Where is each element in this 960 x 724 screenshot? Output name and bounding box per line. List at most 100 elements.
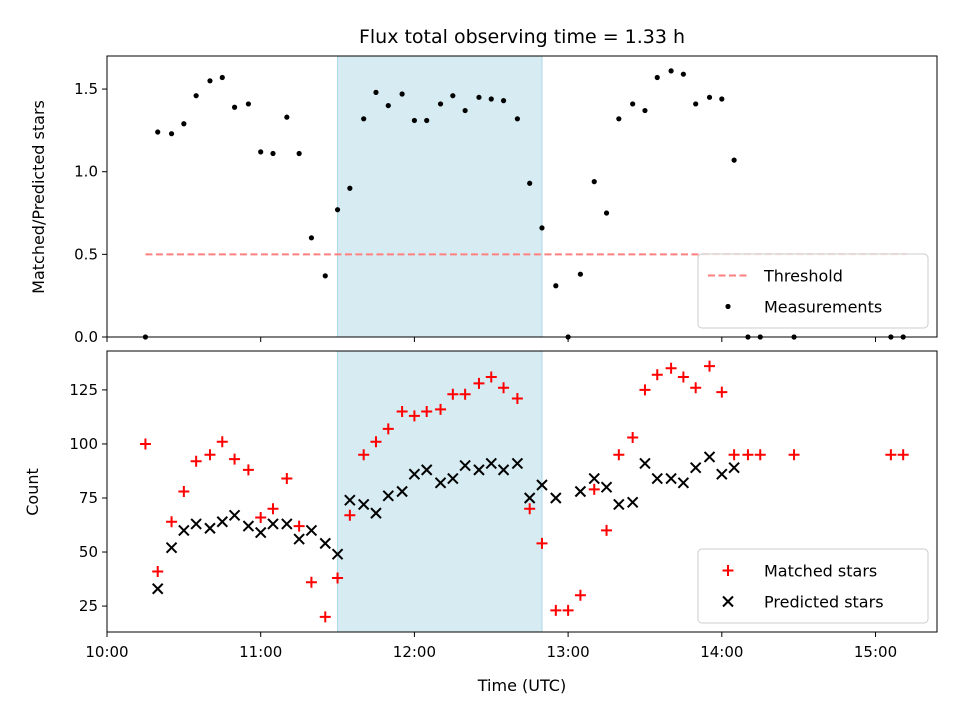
data-point — [255, 511, 267, 523]
data-point — [254, 526, 267, 539]
bottom-y-tick-label: 100 — [69, 435, 98, 453]
data-point — [447, 472, 459, 485]
legend-label: Measurements — [764, 298, 882, 317]
data-point — [703, 451, 716, 463]
data-point — [242, 520, 255, 532]
data-point — [305, 576, 317, 588]
data-point — [665, 362, 677, 374]
top-panel-ylabel: Matched/Predicted stars — [29, 100, 48, 294]
data-point — [399, 91, 405, 97]
data-point — [231, 104, 238, 110]
data-point — [204, 522, 216, 534]
bottom-observing-span — [337, 350, 543, 633]
data-point — [281, 473, 293, 485]
data-point — [181, 121, 187, 127]
data-point — [616, 116, 622, 122]
data-point — [152, 565, 164, 577]
legend-label: Predicted stars — [764, 593, 884, 612]
data-point — [500, 98, 507, 104]
data-point — [396, 485, 408, 498]
legend-marker — [722, 595, 734, 608]
data-point — [267, 503, 279, 515]
data-point — [588, 472, 600, 485]
data-point — [435, 403, 447, 415]
data-point — [742, 449, 754, 461]
data-point — [536, 537, 548, 549]
data-point — [473, 464, 485, 476]
x-tick-label: 15:00 — [854, 643, 897, 661]
data-point — [897, 449, 909, 461]
legend-marker — [722, 565, 734, 576]
legend-box — [697, 548, 929, 624]
legend-label: Matched stars — [764, 562, 877, 581]
data-point — [601, 524, 613, 536]
data-point — [690, 382, 702, 394]
data-point — [344, 494, 356, 506]
data-point — [539, 225, 545, 231]
data-point — [885, 449, 897, 461]
data-point — [382, 490, 394, 502]
data-point — [152, 583, 164, 595]
data-point — [574, 589, 586, 601]
top-y-tick-label: 0.5 — [74, 245, 98, 263]
chart-title: Flux total observing time = 1.33 h — [359, 26, 685, 48]
data-point — [562, 604, 574, 616]
data-point — [166, 516, 178, 528]
data-point — [319, 537, 331, 550]
data-point — [361, 116, 367, 122]
data-point — [524, 503, 536, 515]
data-point — [424, 117, 430, 124]
data-point — [514, 116, 520, 122]
data-point — [511, 393, 523, 405]
data-point — [553, 283, 559, 289]
data-point — [665, 472, 677, 485]
data-point — [228, 509, 241, 521]
data-point — [716, 386, 728, 398]
data-point — [296, 150, 302, 157]
data-point — [536, 479, 548, 491]
data-point — [284, 114, 290, 120]
data-point — [382, 423, 394, 435]
bottom-panel: 25 50 75 100 125 10:00 11:00 12:00 13:00 14:00 15:… — [69, 350, 938, 661]
data-point — [421, 406, 433, 418]
data-point — [193, 93, 199, 99]
data-point — [344, 509, 356, 521]
data-point — [613, 449, 625, 461]
data-point — [627, 431, 639, 443]
data-point — [408, 410, 420, 422]
x-tick-label: 10:00 — [85, 643, 128, 661]
data-point — [385, 102, 391, 109]
data-point — [270, 150, 276, 157]
data-point — [654, 74, 660, 81]
bottom-series-matched-stars — [139, 360, 909, 623]
x-tick-label: 12:00 — [393, 643, 436, 661]
data-point — [434, 477, 447, 489]
data-point — [704, 360, 716, 372]
data-point — [719, 96, 725, 102]
data-point — [728, 462, 740, 474]
data-point — [754, 449, 766, 461]
top-panel: 0.0 0.5 1.0 1.5 Threshold Measurements — [74, 55, 938, 346]
data-point — [178, 524, 190, 537]
data-point — [408, 468, 421, 480]
data-point — [319, 611, 331, 623]
data-point — [668, 68, 674, 74]
x-axis-label: Time (UTC) — [477, 676, 566, 695]
x-tick-label: 14:00 — [700, 643, 743, 661]
data-point — [358, 449, 370, 461]
data-point — [523, 492, 536, 504]
data-point — [139, 438, 151, 450]
x-tick-label: 13:00 — [546, 643, 589, 661]
bottom-series-predicted-stars — [152, 451, 740, 595]
data-point — [308, 235, 315, 241]
data-point — [550, 604, 562, 616]
top-observing-span — [337, 55, 543, 338]
top-legend: Threshold Measurements — [697, 253, 929, 329]
data-point — [322, 273, 328, 279]
x-tick-label: 11:00 — [239, 643, 282, 661]
data-point — [651, 472, 663, 485]
legend-marker — [725, 303, 731, 310]
data-point — [332, 572, 344, 584]
data-point — [207, 78, 213, 84]
